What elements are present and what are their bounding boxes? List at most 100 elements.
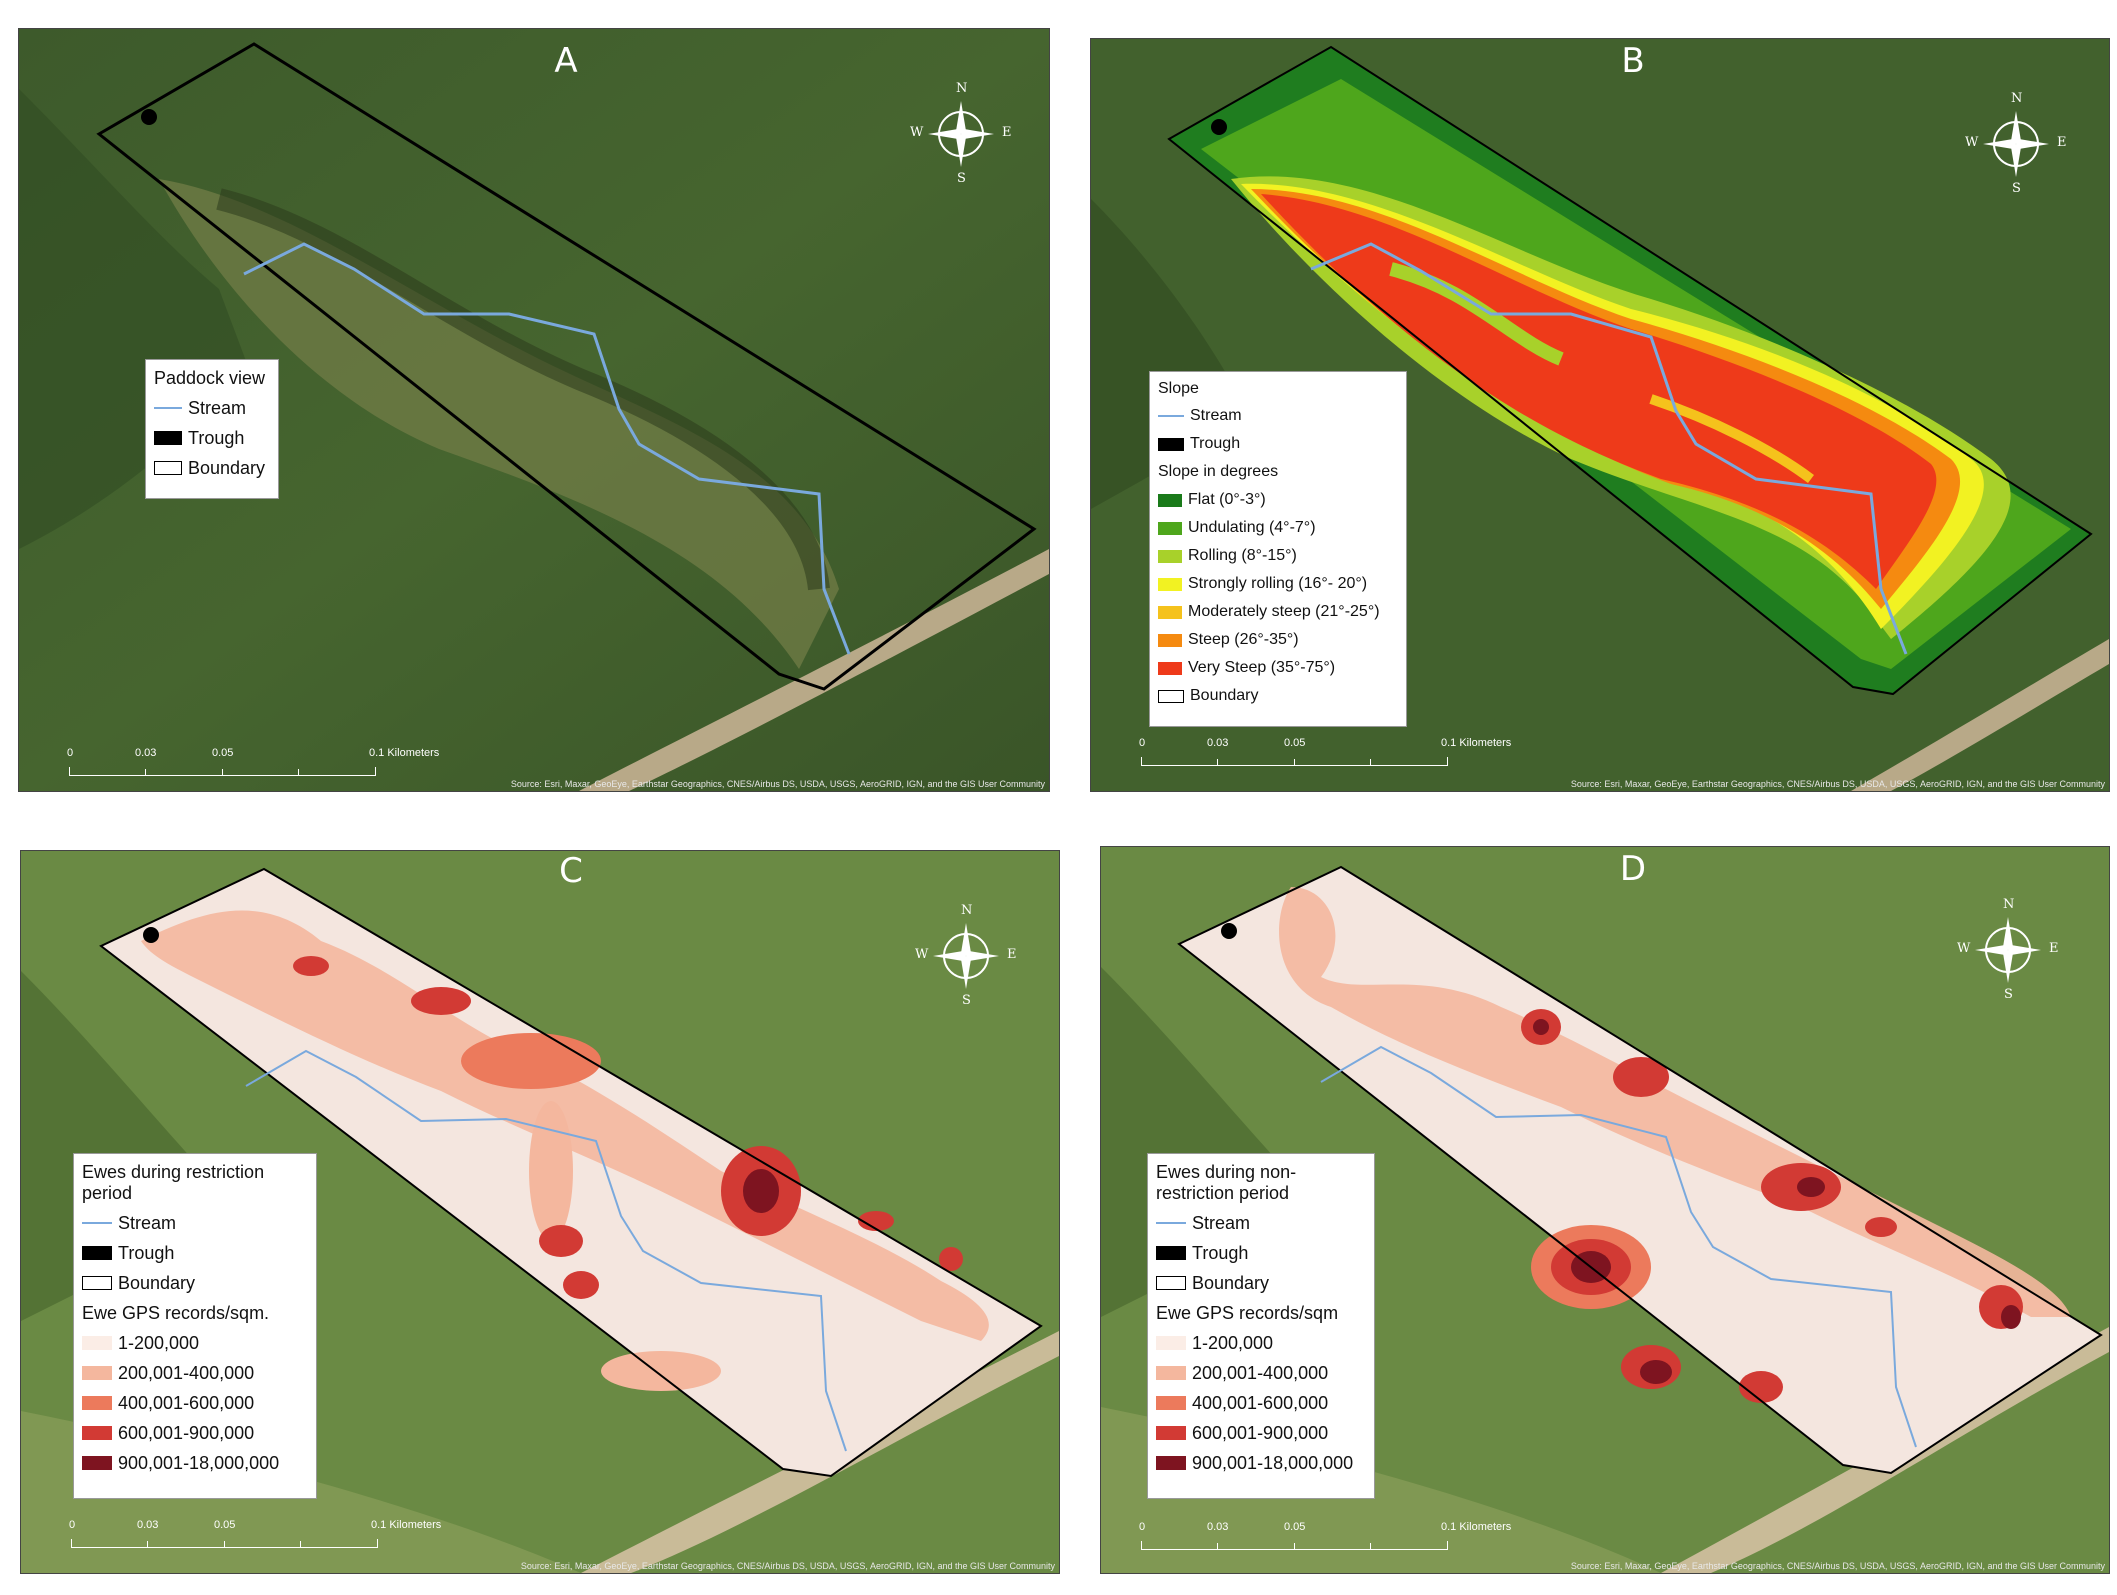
legend-class-label: 600,001-900,000 xyxy=(1192,1422,1329,1443)
scale-bar-b: 0 0.03 0.05 0.1 Kilometers xyxy=(1139,737,1531,767)
panel-c-restriction-density: C N S W E Ewes during restriction period… xyxy=(20,850,1060,1574)
compass-icon xyxy=(933,923,999,989)
legend-class-label: 400,001-600,000 xyxy=(118,1392,255,1413)
scale-tick-003: 0.03 xyxy=(1207,737,1229,749)
attribution-a: Source: Esri, Maxar, GeoEye, Earthstar G… xyxy=(510,779,1045,789)
legend-class-label: Very Steep (35°-75°) xyxy=(1188,659,1336,676)
boundary-swatch xyxy=(1156,1276,1186,1290)
legend-class-label: Moderately steep (21°-25°) xyxy=(1188,603,1380,620)
attribution-c: Source: Esri, Maxar, GeoEye, Earthstar G… xyxy=(520,1561,1055,1571)
trough-marker xyxy=(1221,923,1237,939)
panel-b-slope-map: B N S W E Slope Stream Trough Slope in d… xyxy=(1090,38,2110,792)
scale-tick-003: 0.03 xyxy=(137,1519,159,1531)
legend-d: Ewes during non-restriction period Strea… xyxy=(1147,1153,1375,1499)
legend-class-label: 400,001-600,000 xyxy=(1192,1392,1329,1413)
legend-c-boundary-label: Boundary xyxy=(118,1272,196,1293)
scale-tick-003: 0.03 xyxy=(1207,1521,1229,1533)
legend-a-stream-row: Stream xyxy=(154,393,270,423)
density-200k-400k-zone xyxy=(1279,887,2071,1317)
legend-d-stream-label: Stream xyxy=(1192,1212,1251,1233)
compass-rose-b: N S W E xyxy=(1965,91,2067,196)
legend-b-subtitle: Slope in degrees xyxy=(1158,463,1279,480)
legend-class-swatch xyxy=(1158,605,1182,619)
legend-class-swatch xyxy=(1158,493,1182,507)
legend-c-classes: 1-200,000 200,001-400,000 400,001-600,000 6… xyxy=(82,1328,308,1478)
compass-s-label: S xyxy=(962,993,971,1008)
legend-class-swatch xyxy=(82,1336,112,1350)
legend-d-classes: 1-200,000 200,001-400,000 400,001-600,000 6… xyxy=(1156,1328,1366,1478)
legend-class-row: 600,001-900,000 xyxy=(1156,1418,1366,1448)
legend-c-stream-label: Stream xyxy=(118,1212,177,1233)
boundary-swatch xyxy=(154,461,182,475)
legend-class-row: 1-200,000 xyxy=(82,1328,308,1358)
stream-swatch xyxy=(154,407,182,409)
legend-a: Paddock view Stream Trough Boundary xyxy=(145,359,279,499)
legend-a-title: Paddock view xyxy=(154,368,266,388)
stream-line xyxy=(1310,242,1908,655)
scale-tick-01km: 0.1 Kilometers xyxy=(369,747,440,759)
legend-class-swatch xyxy=(1156,1456,1186,1470)
legend-class-label: Undulating (4°-7°) xyxy=(1188,519,1316,536)
compass-icon xyxy=(1983,111,2049,177)
compass-rose-d: N S W E xyxy=(1957,897,2059,1002)
panel-c-label: C xyxy=(559,851,583,891)
legend-b-classes: Flat (0°-3°) Undulating (4°-7°) Rolling (8… xyxy=(1158,486,1398,682)
scale-tick-0: 0 xyxy=(1139,737,1146,749)
scale-tick-0: 0 xyxy=(69,1519,76,1531)
panel-a-paddock-view: A N S W E Paddock view Stream Trough Bou… xyxy=(18,28,1050,792)
legend-class-swatch xyxy=(1156,1366,1186,1380)
legend-class-label: Rolling (8°-15°) xyxy=(1188,547,1297,564)
legend-c-title: Ewes during restriction period xyxy=(82,1162,265,1203)
compass-rose-a: N S W E xyxy=(910,81,1012,186)
legend-class-row: 900,001-18,000,000 xyxy=(1156,1448,1366,1478)
legend-d-trough-label: Trough xyxy=(1192,1242,1249,1263)
legend-class-row: 200,001-400,000 xyxy=(1156,1358,1366,1388)
legend-b-boundary-row: Boundary xyxy=(1158,682,1398,710)
compass-e-label: E xyxy=(2049,941,2059,956)
gully-terrain xyxy=(159,179,839,669)
legend-c-subtitle: Ewe GPS records/sqm. xyxy=(82,1303,270,1323)
legend-d-title: Ewes during non-restriction period xyxy=(1156,1162,1297,1203)
legend-class-row: Steep (26°-35°) xyxy=(1158,626,1398,654)
legend-class-swatch xyxy=(82,1366,112,1380)
paddock-boundary xyxy=(96,42,1037,691)
compass-icon xyxy=(1975,917,2041,983)
attribution-b: Source: Esri, Maxar, GeoEye, Earthstar G… xyxy=(1570,779,2105,789)
paddock-boundary xyxy=(99,867,1043,1478)
legend-class-swatch xyxy=(82,1396,112,1410)
gully-shadow-west xyxy=(19,89,249,549)
panel-a-label: A xyxy=(554,41,578,81)
legend-class-swatch xyxy=(1158,549,1182,563)
legend-a-boundary-label: Boundary xyxy=(188,457,266,478)
legend-class-row: 200,001-400,000 xyxy=(82,1358,308,1388)
compass-n-label: N xyxy=(961,903,973,918)
legend-class-swatch xyxy=(1156,1336,1186,1350)
trough-swatch xyxy=(82,1246,112,1260)
compass-rose-c: N S W E xyxy=(915,903,1017,1008)
compass-e-label: E xyxy=(2057,135,2067,150)
legend-class-swatch xyxy=(1158,577,1182,591)
legend-class-swatch xyxy=(1158,661,1182,675)
trough-swatch xyxy=(154,431,182,445)
legend-b-boundary-label: Boundary xyxy=(1190,687,1259,704)
stream-swatch xyxy=(82,1222,112,1224)
legend-c-stream-row: Stream xyxy=(82,1208,308,1238)
scale-bar-c: 0 0.03 0.05 0.1 Kilometers xyxy=(69,1519,461,1549)
scale-tick-0: 0 xyxy=(1139,1521,1146,1533)
stream-swatch xyxy=(1156,1222,1186,1224)
legend-class-row: 600,001-900,000 xyxy=(82,1418,308,1448)
scale-tick-005: 0.05 xyxy=(212,747,234,759)
legend-class-label: 900,001-18,000,000 xyxy=(1192,1452,1354,1473)
scale-bar-line xyxy=(1141,757,1448,766)
stream-swatch xyxy=(1158,415,1184,417)
legend-c: Ewes during restriction period Stream Tr… xyxy=(73,1153,317,1499)
legend-b-trough-row: Trough xyxy=(1158,430,1398,458)
legend-b-title: Slope xyxy=(1158,380,1199,397)
compass-w-label: W xyxy=(910,125,924,140)
legend-class-row: 1-200,000 xyxy=(1156,1328,1366,1358)
paddock-boundary xyxy=(1177,865,2103,1475)
legend-a-boundary-row: Boundary xyxy=(154,453,270,483)
legend-a-trough-label: Trough xyxy=(188,427,245,448)
compass-s-label: S xyxy=(957,171,966,186)
scale-tick-01km: 0.1 Kilometers xyxy=(1441,737,1512,749)
